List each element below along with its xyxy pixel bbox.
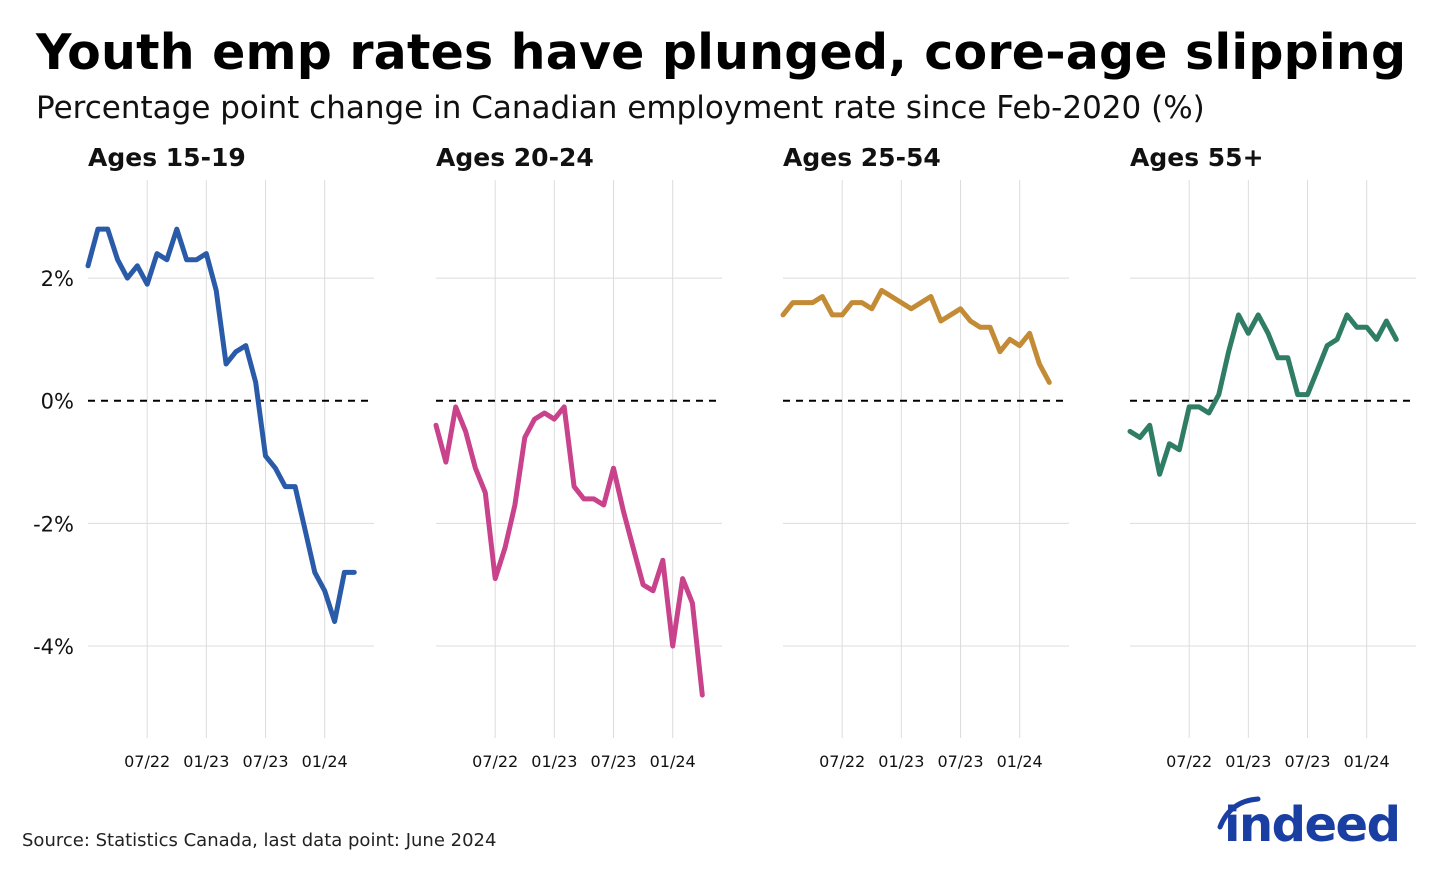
x-tick-label: 07/23 bbox=[590, 752, 636, 771]
logo-arc-icon bbox=[1217, 796, 1261, 830]
x-tick-label: 07/23 bbox=[242, 752, 288, 771]
x-tick-label: 07/22 bbox=[1166, 752, 1212, 771]
x-tick-label: 07/23 bbox=[937, 752, 983, 771]
y-tick-label: -2% bbox=[33, 512, 74, 536]
chart-title: Youth emp rates have plunged, core-age s… bbox=[36, 24, 1407, 81]
x-tick-label: 01/24 bbox=[650, 752, 696, 771]
y-tick-label: 2% bbox=[41, 267, 74, 291]
x-tick-label: 07/22 bbox=[124, 752, 170, 771]
x-tick-label: 07/23 bbox=[1284, 752, 1330, 771]
x-tick-label: 01/24 bbox=[302, 752, 348, 771]
x-tick-label: 01/23 bbox=[1225, 752, 1271, 771]
x-tick-label: 01/24 bbox=[1344, 752, 1390, 771]
panel-title: Ages 25-54 bbox=[783, 143, 941, 172]
series-line bbox=[433, 404, 705, 698]
panel-title: Ages 20-24 bbox=[436, 143, 594, 172]
chart-subtitle: Percentage point change in Canadian empl… bbox=[36, 90, 1205, 126]
series-line bbox=[1127, 312, 1399, 477]
x-tick-label: 07/22 bbox=[819, 752, 865, 771]
x-tick-label: 01/24 bbox=[997, 752, 1043, 771]
x-tick-label: 07/22 bbox=[472, 752, 518, 771]
series-line bbox=[780, 287, 1052, 385]
source-note: Source: Statistics Canada, last data poi… bbox=[22, 830, 497, 851]
indeed-logo: indeed bbox=[1212, 795, 1412, 855]
x-tick-label: 01/23 bbox=[878, 752, 924, 771]
panel-title: Ages 15-19 bbox=[88, 143, 246, 172]
series-line bbox=[85, 226, 357, 624]
x-tick-label: 01/23 bbox=[531, 752, 577, 771]
y-tick-label: -4% bbox=[33, 635, 74, 659]
x-tick-label: 01/23 bbox=[183, 752, 229, 771]
panel-title: Ages 55+ bbox=[1130, 143, 1264, 172]
y-tick-label: 0% bbox=[41, 390, 74, 414]
logo-wordmark: indeed bbox=[1224, 797, 1401, 853]
